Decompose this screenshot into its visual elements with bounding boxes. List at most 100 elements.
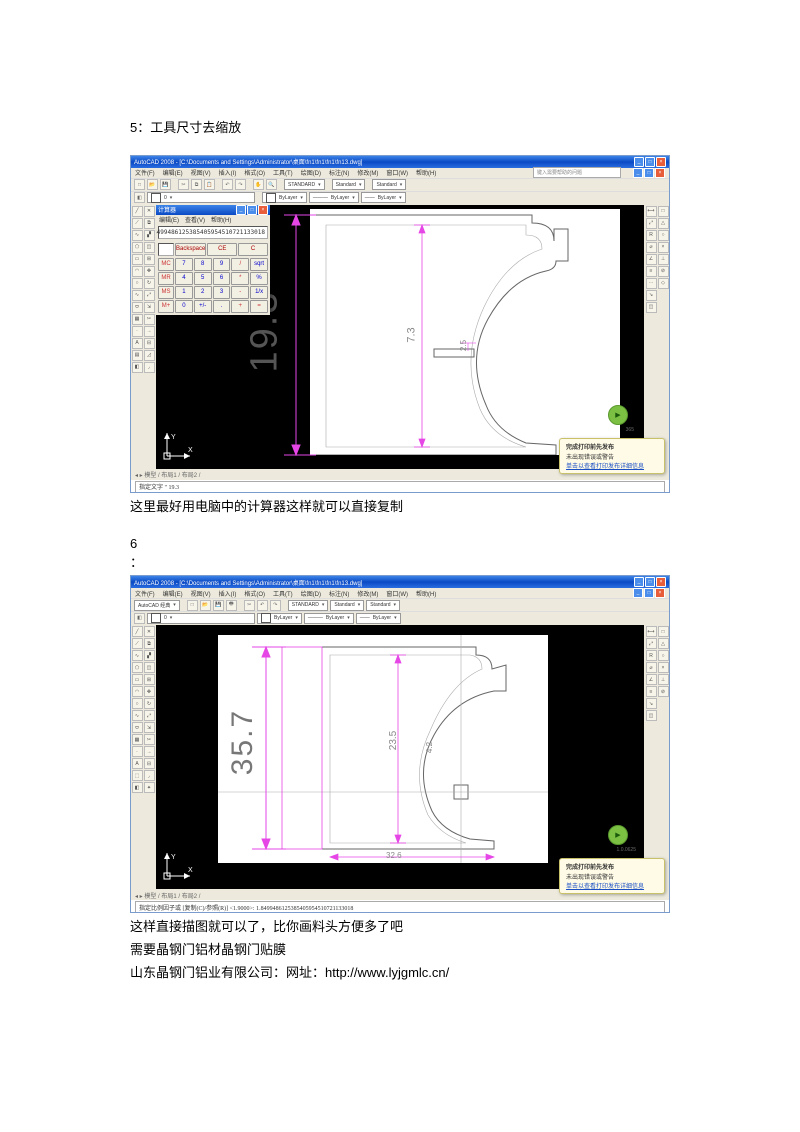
break-tool[interactable]: ⊟	[144, 758, 155, 769]
osnap-tan[interactable]: ⊘	[658, 266, 669, 277]
calc-inv[interactable]: 1/x	[250, 286, 268, 299]
menu-item[interactable]: 编辑(E)	[163, 589, 183, 598]
fillet-tool[interactable]: ◞	[144, 362, 155, 373]
explode-tool[interactable]: ✦	[144, 782, 155, 793]
rotate-tool[interactable]: ↻	[144, 278, 155, 289]
pline-tool[interactable]: ∿	[132, 230, 143, 241]
scale-tool[interactable]: ⤢	[144, 290, 155, 301]
tab-model[interactable]: ◂ ▸ 模型 / 布局1 / 布局2 /	[135, 470, 200, 479]
calc-mc[interactable]: MC	[158, 258, 174, 271]
notification-balloon[interactable]: 完成打印前先发布 未出现错误或警告 单击以查看打印发布详细信息	[559, 858, 665, 894]
menu-item[interactable]: 标注(N)	[329, 589, 349, 598]
tab-model[interactable]: ◂ ▸ 模型 / 布局1 / 布局2 /	[135, 891, 200, 900]
calc-ce[interactable]: CE	[207, 243, 237, 256]
calc-pct[interactable]: %	[250, 272, 268, 285]
extend-tool[interactable]: →	[144, 326, 155, 337]
rect-tool[interactable]: ▭	[132, 674, 143, 685]
menu-item[interactable]: 窗口(W)	[386, 168, 408, 177]
tol-tool[interactable]: ◫	[646, 710, 657, 721]
osnap-per[interactable]: ⊥	[658, 254, 669, 265]
calc-8[interactable]: 8	[194, 258, 212, 271]
calc-c[interactable]: C	[238, 243, 268, 256]
workspace-dropdown[interactable]: AutoCAD 经典▾	[134, 600, 180, 611]
calc-menu-edit[interactable]: 编辑(E)	[159, 215, 179, 224]
line-tool[interactable]: ╱	[132, 206, 143, 217]
menu-item[interactable]: 帮助(H)	[416, 168, 436, 177]
close-button[interactable]: ×	[656, 577, 666, 587]
open-icon[interactable]: 📂	[147, 179, 158, 190]
move-tool[interactable]: ✥	[144, 266, 155, 277]
minimize-button[interactable]: _	[634, 157, 644, 167]
calc-5[interactable]: 5	[194, 272, 212, 285]
command-line[interactable]: 指定文字 " 19.3	[135, 481, 665, 493]
calc-3[interactable]: 3	[213, 286, 231, 299]
doc-close[interactable]: ×	[655, 168, 665, 178]
text-tool[interactable]: A	[132, 758, 143, 769]
osnap-mid[interactable]: △	[658, 218, 669, 229]
menu-item[interactable]: 修改(M)	[357, 168, 378, 177]
dim-radius[interactable]: R	[646, 650, 657, 661]
redo-icon[interactable]: ↷	[270, 600, 281, 611]
menu-item[interactable]: 文件(F)	[135, 589, 155, 598]
menu-item[interactable]: 格式(O)	[244, 589, 265, 598]
comm-center-icon[interactable]: ▶	[608, 405, 628, 425]
osnap-mid[interactable]: △	[658, 638, 669, 649]
new-icon[interactable]: □	[134, 179, 145, 190]
layer-icon[interactable]: ◧	[134, 613, 145, 624]
mirror-tool[interactable]: ▞	[144, 650, 155, 661]
spline-tool[interactable]: ∿	[132, 710, 143, 721]
color-dropdown[interactable]: ByLayer▾	[257, 613, 302, 624]
menu-item[interactable]: 视图(V)	[191, 589, 211, 598]
calc-max[interactable]: □	[247, 205, 257, 215]
menu-item[interactable]: 格式(O)	[244, 168, 265, 177]
menu-item[interactable]: 窗口(W)	[386, 589, 408, 598]
balloon-link[interactable]: 单击以查看打印发布详细信息	[566, 461, 658, 470]
calc-eq[interactable]: =	[250, 300, 268, 313]
calc-menu-view[interactable]: 查看(V)	[185, 215, 205, 224]
drawing-canvas[interactable]: 35.7 23.5 4.2 32.6 X Y ▶ 1.0.0	[156, 625, 644, 889]
menu-item[interactable]: 绘图(D)	[301, 589, 321, 598]
dim-diameter[interactable]: ⌀	[646, 242, 657, 253]
osnap-int[interactable]: ×	[658, 242, 669, 253]
notification-balloon[interactable]: 完成打印前先发布 未出现错误或警告 单击以查看打印发布详细信息	[559, 438, 665, 474]
spline-tool[interactable]: ∿	[132, 290, 143, 301]
circle-tool[interactable]: ○	[132, 278, 143, 289]
dimstyle-dropdown[interactable]: STANDARD▾	[288, 600, 329, 611]
lineweight-dropdown[interactable]: ——ByLayer▾	[356, 613, 401, 624]
textstyle-dropdown[interactable]: Standard▾	[330, 600, 364, 611]
circle-tool[interactable]: ○	[132, 698, 143, 709]
doc-restore[interactable]: □	[644, 588, 654, 598]
doc-restore[interactable]: □	[644, 168, 654, 178]
hatch-tool[interactable]: ▦	[132, 314, 143, 325]
calc-mplus[interactable]: M+	[158, 300, 174, 313]
text-tool[interactable]: A	[132, 338, 143, 349]
ellipse-tool[interactable]: ⬭	[132, 722, 143, 733]
stretch-tool[interactable]: ⇲	[144, 302, 155, 313]
dim-baseline[interactable]: ≡	[646, 266, 657, 277]
cut-icon[interactable]: ✂	[244, 600, 255, 611]
dim-aligned[interactable]: ⤢	[646, 638, 657, 649]
dim-linear[interactable]: ⟷	[646, 206, 657, 217]
move-tool[interactable]: ✥	[144, 686, 155, 697]
dim-continue[interactable]: ⋯	[646, 278, 657, 289]
pline-tool[interactable]: ∿	[132, 650, 143, 661]
menu-item[interactable]: 修改(M)	[357, 589, 378, 598]
menu-item[interactable]: 文件(F)	[135, 168, 155, 177]
balloon-link[interactable]: 单击以查看打印发布详细信息	[566, 881, 658, 890]
mirror-tool[interactable]: ▞	[144, 230, 155, 241]
calc-mr[interactable]: MR	[158, 272, 174, 285]
table-tool[interactable]: ▤	[132, 350, 143, 361]
offset-tool[interactable]: ◫	[144, 242, 155, 253]
calc-sub[interactable]: -	[231, 286, 249, 299]
menu-item[interactable]: 绘图(D)	[301, 168, 321, 177]
save-icon[interactable]: 💾	[160, 179, 171, 190]
linetype-dropdown[interactable]: ———ByLayer▾	[309, 192, 359, 203]
dim-radius[interactable]: R	[646, 230, 657, 241]
dim-angular[interactable]: ∠	[646, 254, 657, 265]
calc-9[interactable]: 9	[213, 258, 231, 271]
trim-tool[interactable]: ✂	[144, 314, 155, 325]
extend-tool[interactable]: →	[144, 746, 155, 757]
doc-close[interactable]: ×	[655, 588, 665, 598]
calc-2[interactable]: 2	[194, 286, 212, 299]
menu-item[interactable]: 插入(I)	[219, 589, 237, 598]
